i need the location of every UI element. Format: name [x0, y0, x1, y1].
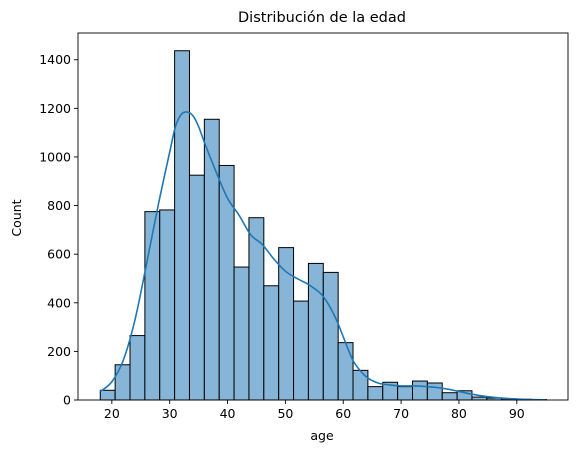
y-tick-label: 1000: [39, 149, 71, 164]
kde-curve: [99, 111, 546, 401]
x-axis-label: age: [310, 428, 334, 443]
y-tick-label: 600: [47, 247, 71, 262]
histogram-bar: [322, 271, 339, 401]
x-tick-label: 50: [277, 406, 293, 421]
x-tick-label: 80: [451, 406, 467, 421]
y-tick-label: 800: [47, 198, 71, 213]
y-tick-label: 200: [47, 344, 71, 359]
histogram-bar: [441, 392, 458, 401]
x-tick-label: 30: [162, 406, 178, 421]
histogram-bar: [411, 380, 428, 401]
y-tick-label: 1200: [39, 101, 71, 116]
histogram-bar: [233, 266, 250, 401]
x-tick-label: 70: [393, 406, 409, 421]
x-tick-label: 90: [509, 406, 525, 421]
histogram-bar: [159, 209, 176, 401]
histogram-bar: [397, 386, 413, 401]
histogram-bar: [352, 369, 369, 401]
histogram-bar: [367, 386, 384, 401]
histogram-bar: [144, 211, 161, 401]
x-axis-ticks: 20 30 40 50 60 70 80 90: [104, 400, 525, 421]
histogram-bar: [248, 217, 265, 401]
y-tick-label: 400: [47, 295, 71, 310]
plot-area-frame: [77, 32, 569, 401]
histogram-bar: [174, 50, 190, 401]
x-tick-label: 40: [220, 406, 236, 421]
histogram-bar: [337, 342, 354, 401]
histogram-bar: [426, 382, 443, 401]
y-tick-label: 0: [63, 393, 71, 408]
histogram-bar: [278, 247, 295, 401]
histogram-bar: [218, 164, 235, 401]
x-tick-label: 20: [104, 406, 120, 421]
histogram-bar: [114, 364, 131, 401]
y-axis-label: Count: [9, 199, 24, 236]
x-tick-label: 60: [335, 406, 351, 421]
histogram-bar: [129, 335, 146, 401]
chart-title: Distribución de la edad: [238, 10, 406, 26]
histogram-bar: [188, 174, 205, 401]
y-axis-ticks: 0 200 400 600 800 1000 1200 1400: [39, 52, 78, 408]
histogram-bar: [263, 285, 280, 401]
histogram-bar: [293, 300, 309, 401]
histogram-bar: [99, 389, 116, 401]
y-tick-label: 1400: [39, 52, 71, 67]
histogram-bar: [307, 262, 324, 401]
bars-layer: [99, 50, 547, 401]
